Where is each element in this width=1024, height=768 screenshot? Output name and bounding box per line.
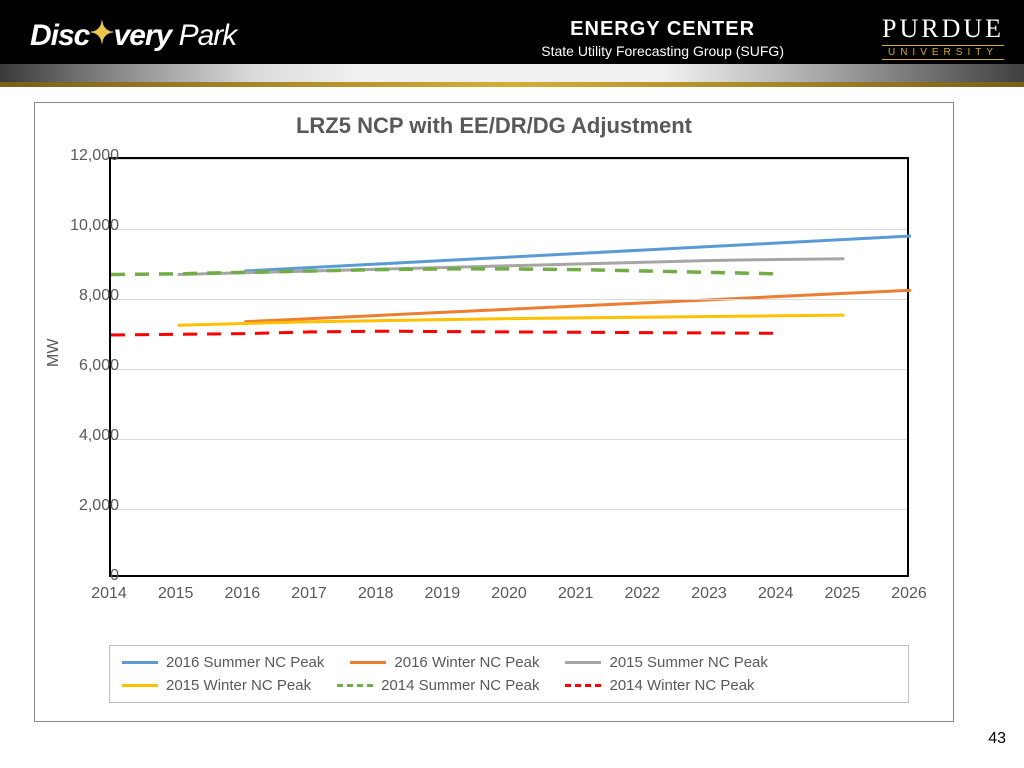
chart-legend: 2016 Summer NC Peak 2016 Winter NC Peak 20… [109, 645, 909, 703]
x-tick-label: 2023 [679, 585, 739, 603]
gridline [111, 509, 907, 510]
legend-item: 2014 Winter NC Peak [565, 677, 754, 694]
legend-label: 2014 Winter NC Peak [609, 677, 754, 694]
legend-swatch [122, 661, 158, 664]
discovery-park-logo: Disc✦very Park [30, 18, 236, 53]
legend-swatch [350, 661, 386, 664]
gold-bar [0, 82, 1024, 87]
series-line [244, 236, 911, 271]
legend-label: 2014 Summer NC Peak [381, 677, 539, 694]
header-gradient [0, 64, 1024, 82]
logo-text-2: very [114, 19, 172, 52]
series-line [111, 331, 778, 335]
x-tick-label: 2020 [479, 585, 539, 603]
x-tick-label: 2015 [146, 585, 206, 603]
x-tick-label: 2024 [746, 585, 806, 603]
legend-item: 2014 Summer NC Peak [337, 677, 539, 694]
x-tick-label: 2019 [412, 585, 472, 603]
y-tick-label: 8,000 [49, 287, 119, 305]
chart-title: LRZ5 NCP with EE/DR/DG Adjustment [35, 113, 953, 139]
legend-label: 2016 Summer NC Peak [166, 654, 324, 671]
x-tick-label: 2022 [612, 585, 672, 603]
legend-item: 2015 Winter NC Peak [122, 677, 311, 694]
energy-center-title: ENERGY CENTER [541, 18, 784, 41]
gridline [111, 159, 907, 160]
header-center: ENERGY CENTER State Utility Forecasting … [541, 18, 784, 59]
x-tick-label: 2025 [812, 585, 872, 603]
legend-label: 2015 Summer NC Peak [609, 654, 767, 671]
x-tick-label: 2014 [79, 585, 139, 603]
x-tick-label: 2018 [346, 585, 406, 603]
legend-label: 2015 Winter NC Peak [166, 677, 311, 694]
legend-item: 2016 Summer NC Peak [122, 654, 324, 671]
slide-number: 43 [988, 730, 1006, 748]
plot-area [109, 157, 909, 577]
purdue-university: UNIVERSITY [882, 45, 1004, 60]
y-tick-label: 6,000 [49, 357, 119, 375]
legend-swatch [337, 684, 373, 687]
purdue-logo: PURDUE UNIVERSITY [882, 14, 1004, 60]
purdue-name: PURDUE [882, 14, 1004, 44]
y-tick-label: 10,000 [49, 217, 119, 235]
slide-header: Disc✦very Park ENERGY CENTER State Utili… [0, 0, 1024, 82]
legend-label: 2016 Winter NC Peak [394, 654, 539, 671]
chart-svg [111, 159, 907, 575]
legend-item: 2015 Summer NC Peak [565, 654, 767, 671]
legend-swatch [122, 684, 158, 687]
x-tick-label: 2021 [546, 585, 606, 603]
y-tick-label: 0 [49, 567, 119, 585]
gridline [111, 439, 907, 440]
legend-swatch [565, 684, 601, 687]
gridline [111, 299, 907, 300]
chart-container: LRZ5 NCP with EE/DR/DG Adjustment MW 201… [34, 102, 954, 722]
y-tick-label: 4,000 [49, 427, 119, 445]
x-tick-label: 2016 [212, 585, 272, 603]
spark-icon: ✦ [89, 16, 113, 51]
sufg-subtitle: State Utility Forecasting Group (SUFG) [541, 43, 784, 59]
y-tick-label: 2,000 [49, 497, 119, 515]
legend-swatch [565, 661, 601, 664]
logo-text-3: Park [179, 19, 237, 52]
series-line [111, 269, 778, 275]
legend-item: 2016 Winter NC Peak [350, 654, 539, 671]
gridline [111, 369, 907, 370]
x-tick-label: 2017 [279, 585, 339, 603]
y-tick-label: 12,000 [49, 147, 119, 165]
gridline [111, 229, 907, 230]
logo-text-1: Disc [30, 19, 89, 52]
x-tick-label: 2026 [879, 585, 939, 603]
